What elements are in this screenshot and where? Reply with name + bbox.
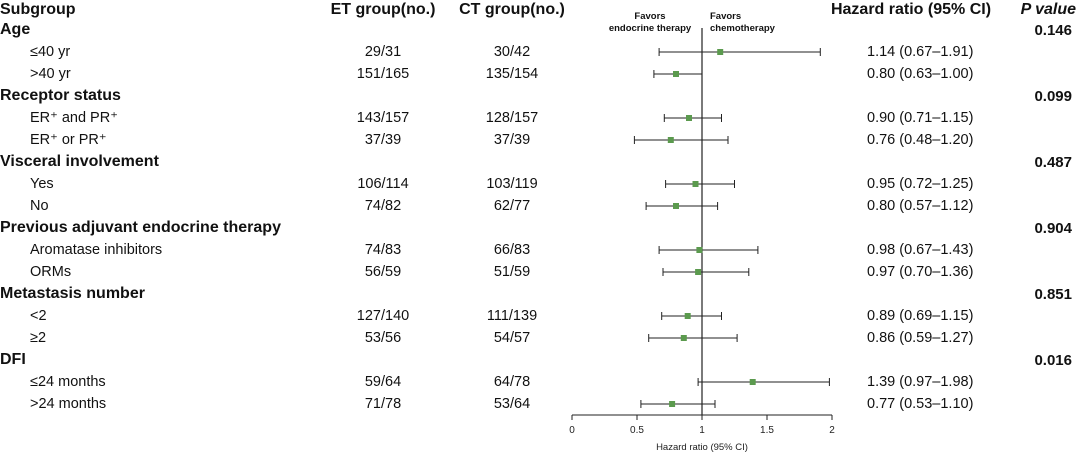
ct-count: 64/78 <box>493 373 531 390</box>
p-value: 0.146 <box>1034 21 1072 39</box>
p-value: 0.099 <box>1034 87 1072 105</box>
x-tick-label: 0 <box>569 425 575 436</box>
p-value: 0.904 <box>1034 219 1072 237</box>
subgroup-label: Yes <box>30 175 54 192</box>
p-value: 0.016 <box>1034 351 1072 369</box>
x-axis-label: Hazard ratio (95% CI) <box>656 442 748 453</box>
hazard-ratio-text: 0.77 (0.53–1.10) <box>867 395 974 412</box>
subgroup-label: <2 <box>30 307 47 324</box>
ct-group-header: CT group(no.) <box>459 1 565 18</box>
hazard-ratio-text: 0.98 (0.67–1.43) <box>867 241 974 258</box>
hazard-ratio-text: 0.95 (0.72–1.25) <box>867 175 974 192</box>
hazard-ratio-text: 0.80 (0.63–1.00) <box>867 65 974 82</box>
group-label: Receptor status <box>0 87 121 104</box>
hazard-ratio-marker <box>696 247 703 253</box>
x-tick-label: 1.5 <box>760 425 774 436</box>
x-tick-label: 2 <box>829 425 835 436</box>
et-count: 74/82 <box>364 197 402 214</box>
et-count: 37/39 <box>364 131 402 148</box>
hazard-ratio-marker <box>749 379 756 385</box>
subgroup-label: >40 yr <box>30 65 71 82</box>
subgroup-label: Aromatase inhibitors <box>30 241 163 258</box>
hazard-ratio-marker <box>695 269 702 275</box>
et-count: 53/56 <box>364 329 402 346</box>
ct-count: 53/64 <box>493 395 531 412</box>
et-group-header: ET group(no.) <box>330 1 436 18</box>
hazard-ratio-text: 0.80 (0.57–1.12) <box>867 197 974 214</box>
subgroup-header: Subgroup <box>0 1 76 18</box>
ct-count: 128/157 <box>485 109 539 126</box>
et-count: 151/165 <box>356 65 410 82</box>
group-label: Previous adjuvant endocrine therapy <box>0 219 281 236</box>
group-label: Metastasis number <box>0 285 145 302</box>
favors-endocrine-line2: endocrine therapy <box>608 22 692 34</box>
et-count: 59/64 <box>364 373 402 390</box>
et-count: 106/114 <box>357 175 409 192</box>
hazard-ratio-marker <box>717 49 724 55</box>
x-tick-label: 0.5 <box>630 425 644 436</box>
group-label: Visceral involvement <box>0 153 159 170</box>
hazard-ratio-marker <box>684 313 691 319</box>
ct-count: 62/77 <box>493 197 531 214</box>
group-label: Age <box>0 21 31 38</box>
hazard-ratio-marker <box>673 71 679 77</box>
et-count: 143/157 <box>356 109 410 126</box>
hazard-ratio-header: Hazard ratio (95% CI) <box>830 1 992 18</box>
ct-count: 103/119 <box>486 175 538 192</box>
hazard-ratio-text: 0.76 (0.48–1.20) <box>867 131 974 148</box>
subgroup-label: ≥2 <box>30 329 47 346</box>
et-count: 56/59 <box>364 263 402 280</box>
hazard-ratio-text: 0.86 (0.59–1.27) <box>867 329 974 346</box>
hazard-ratio-text: 0.90 (0.71–1.15) <box>867 109 974 126</box>
p-value-header: P value <box>1021 2 1076 18</box>
ct-count: 37/39 <box>493 131 531 148</box>
x-tick-label: 1 <box>699 425 705 436</box>
hazard-ratio-marker <box>669 401 676 407</box>
ct-count: 30/42 <box>493 43 531 60</box>
hazard-ratio-text: 1.39 (0.97–1.98) <box>867 373 974 390</box>
hazard-ratio-marker <box>692 181 699 187</box>
favors-endocrine-line1: Favors <box>634 11 666 22</box>
favors-chemotherapy-line2: chemotherapy <box>710 22 775 34</box>
hazard-ratio-marker <box>667 137 674 143</box>
hazard-ratio-text: 1.14 (0.67–1.91) <box>867 43 974 60</box>
group-label: DFI <box>0 351 26 368</box>
p-value: 0.487 <box>1034 153 1072 171</box>
et-count: 29/31 <box>364 43 402 60</box>
subgroup-label: ORMs <box>30 263 72 280</box>
favors-endocrine-label: Favors endocrine therapy <box>609 11 691 35</box>
hazard-ratio-marker <box>673 203 679 209</box>
et-count: 127/140 <box>356 307 410 324</box>
hazard-ratio-text: 0.89 (0.69–1.15) <box>867 307 974 324</box>
favors-chemotherapy-line1: Favors <box>710 11 742 22</box>
ct-count: 51/59 <box>493 263 531 280</box>
hazard-ratio-marker <box>686 115 692 121</box>
subgroup-label: ER⁺ or PR⁺ <box>30 131 107 148</box>
subgroup-label: No <box>30 197 49 214</box>
ct-count: 111/139 <box>486 307 538 324</box>
ct-count: 54/57 <box>493 329 531 346</box>
et-count: 71/78 <box>364 395 402 412</box>
hazard-ratio-marker <box>680 335 687 341</box>
subgroup-label: >24 months <box>30 395 107 412</box>
subgroup-label: ER⁺ and PR⁺ <box>30 109 118 126</box>
p-value: 0.851 <box>1034 285 1072 303</box>
p-value-header-text: P value <box>1020 1 1076 18</box>
favors-chemotherapy-label: Favors chemotherapy <box>710 11 775 35</box>
subgroup-label: ≤24 months <box>30 373 106 390</box>
hazard-ratio-text: 0.97 (0.70–1.36) <box>867 263 974 280</box>
et-count: 74/83 <box>364 241 402 258</box>
ct-count: 66/83 <box>493 241 531 258</box>
ct-count: 135/154 <box>485 65 539 82</box>
subgroup-label: ≤40 yr <box>30 43 71 60</box>
